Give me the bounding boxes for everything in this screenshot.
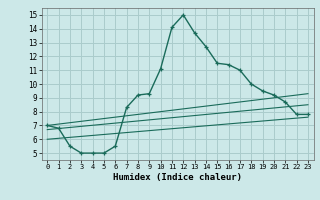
X-axis label: Humidex (Indice chaleur): Humidex (Indice chaleur): [113, 173, 242, 182]
